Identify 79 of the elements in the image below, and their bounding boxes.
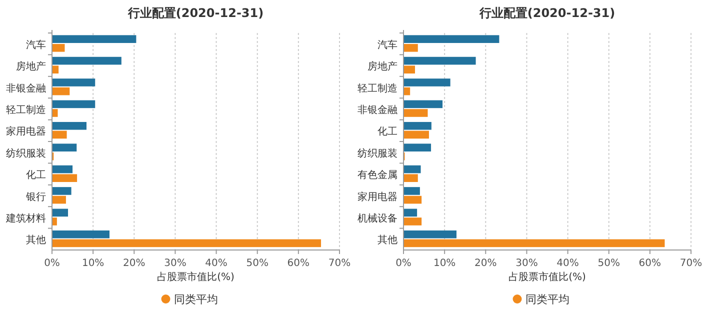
bar [404,56,476,65]
x-tick-label: 20% [474,258,497,269]
y-tick-label: 轻工制造 [6,104,46,116]
y-tick-label: 房地产 [368,60,398,73]
bar [404,208,418,217]
bar [404,122,432,130]
y-tick-label: 纺织服装 [358,147,398,160]
bar [404,230,456,238]
y-tick-label: 银行 [25,192,46,203]
x-axis-title: 占股票市值比(%) [157,271,234,283]
legend-label: 同类平均 [174,293,218,306]
x-tick-label: 40% [556,258,579,269]
bar [404,109,428,117]
y-tick-label: 非银金融 [6,82,46,94]
bar [52,87,70,96]
bar [404,196,422,204]
bar [404,187,420,195]
y-tick-label: 非银金融 [358,104,398,116]
bar [404,165,421,174]
y-tick-label: 纺织服装 [6,147,46,160]
bar [52,66,59,74]
bar [52,196,66,204]
chart-title: 行业配置(2020-12-31) [126,6,264,20]
x-tick-label: 10% [82,258,104,269]
y-tick-label: 有色金属 [358,169,398,182]
bar [404,239,665,248]
bar [52,56,122,65]
y-tick-label: 房地产 [16,60,46,73]
y-tick-label: 其他 [26,234,46,246]
y-tick-label: 家用电器 [358,190,398,203]
bar [404,78,450,86]
y-tick-label: 化工 [378,126,398,138]
bar [404,100,443,108]
x-tick-label: 30% [516,258,538,269]
x-tick-label: 0% [44,258,60,269]
x-tick-label: 10% [433,258,456,269]
bar [404,66,415,74]
bar [52,165,73,174]
bar [404,130,429,139]
x-tick-label: 60% [287,258,310,269]
x-axis-title: 占股票市值比(%) [508,271,586,283]
legend-label: 同类平均 [525,293,570,306]
bar [404,218,422,226]
y-tick-label: 化工 [26,169,46,182]
bar [52,239,322,248]
x-tick-label: 50% [598,258,620,269]
bar [52,208,68,217]
bar [404,144,432,152]
x-tick-label: 0% [396,258,412,269]
y-tick-label: 建筑材料 [5,212,46,224]
bar [404,44,418,52]
bar [52,100,96,108]
y-tick-label: 汽车 [26,38,46,51]
y-tick-label: 轻工制造 [358,82,398,94]
bar [52,218,57,226]
bar [52,187,72,195]
x-tick-label: 30% [164,258,186,269]
bar [52,174,78,182]
x-tick-label: 40% [205,258,228,269]
y-tick-label: 家用电器 [6,126,46,138]
bar [52,230,110,238]
bar [52,44,65,52]
bar [52,144,77,152]
x-tick-label: 70% [328,258,351,269]
x-tick-label: 50% [246,258,268,269]
x-tick-label: 20% [123,258,146,269]
bar [52,109,58,117]
y-tick-label: 汽车 [378,38,398,51]
bar [52,35,136,43]
bar [52,78,96,86]
bar [52,122,86,130]
y-tick-label: 其他 [378,234,398,246]
y-tick-label: 机械设备 [358,212,398,224]
x-tick-label: 70% [680,258,702,269]
bar [404,35,500,43]
chart-title: 行业配置(2020-12-31) [478,6,616,20]
x-tick-label: 60% [638,258,662,269]
bar [52,130,67,139]
bar [404,174,418,182]
